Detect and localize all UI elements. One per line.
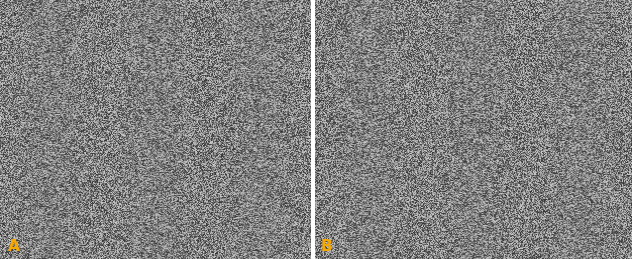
Text: A: A — [8, 239, 20, 254]
Text: B: B — [321, 239, 332, 254]
